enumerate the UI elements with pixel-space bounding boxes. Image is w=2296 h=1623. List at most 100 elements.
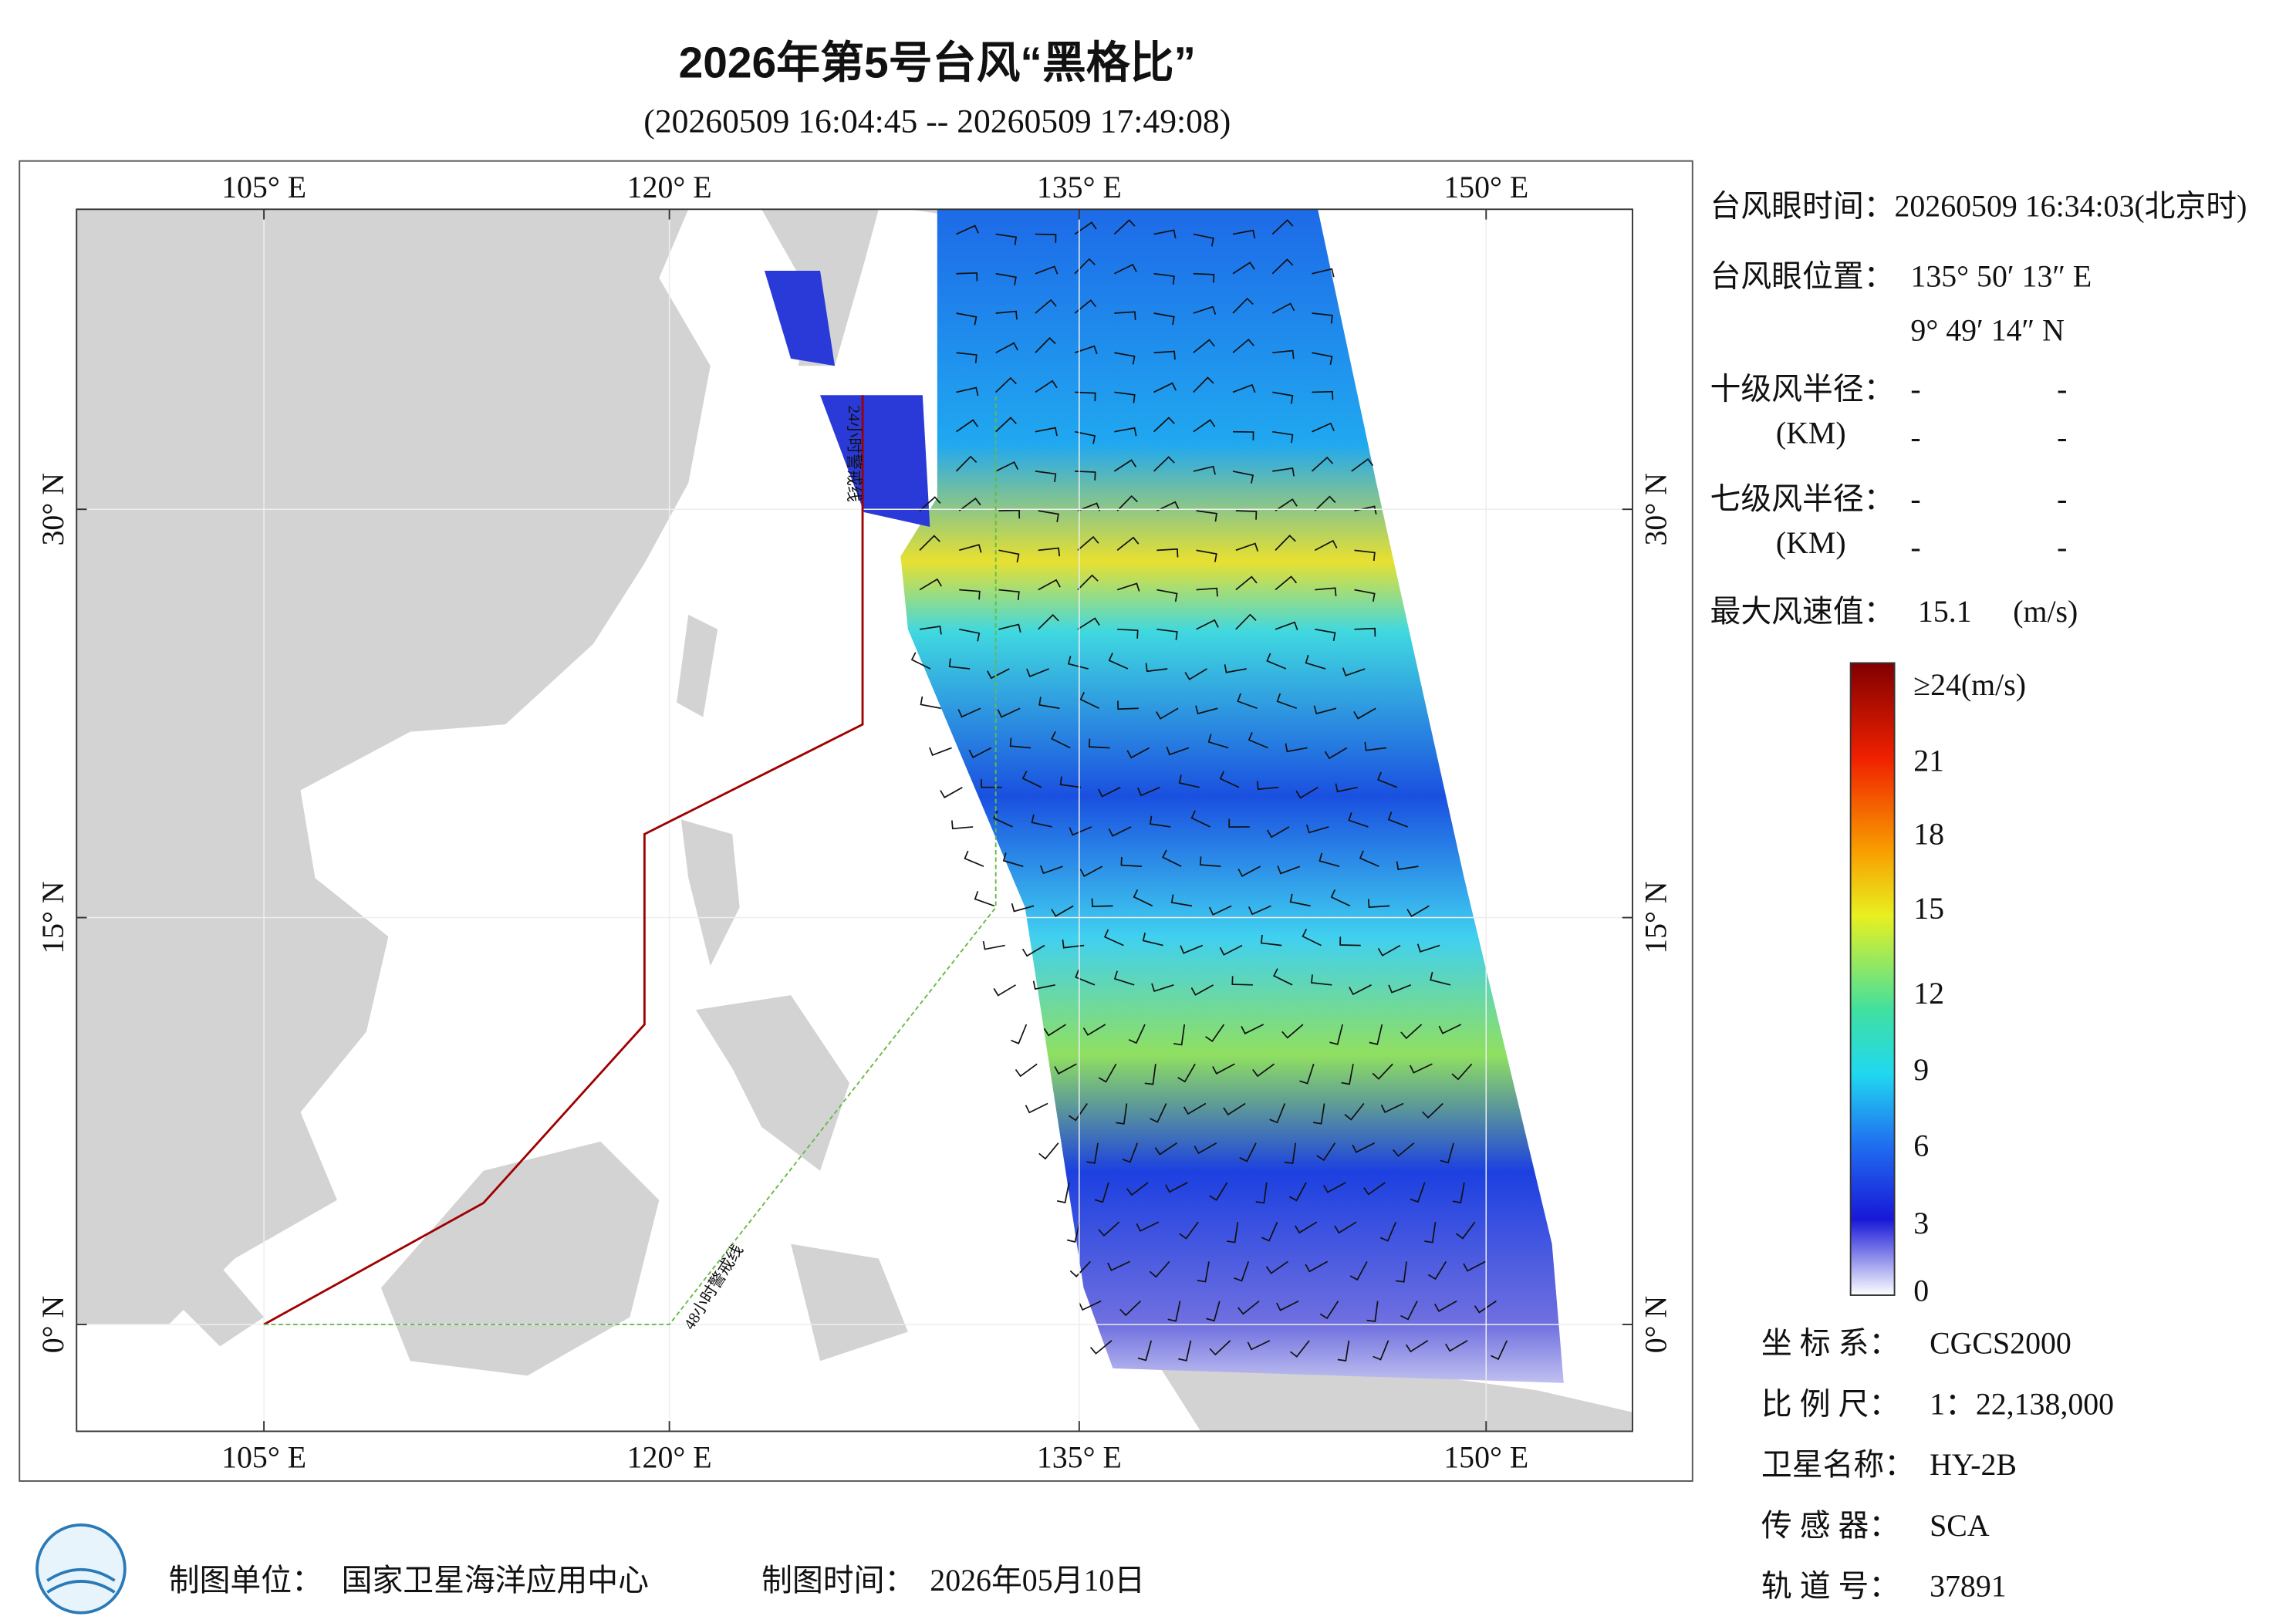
wind-barb [1207,734,1229,749]
meta-value: 37891 [1930,1569,2007,1604]
wind-barb [1196,549,1217,562]
wind-barb [1035,233,1057,243]
wind-barb [1260,934,1282,946]
eye-lon: 135° 50′ 13″ E [1910,259,2092,294]
wind-barb [1228,818,1250,828]
wind-barb [964,850,984,867]
radius10-value: - [1910,372,1920,407]
wind-barb [1103,929,1124,946]
max-wind-unit: (m/s) [2013,594,2078,629]
wind-barb [1197,1261,1210,1283]
wind-barb [1410,1182,1426,1203]
wind-barb [1051,905,1074,917]
title: 2026年第5号台风“黑格比” [679,38,1196,87]
wind-barb [1232,383,1256,393]
wind-barb [1248,905,1271,916]
wind-barb [1237,1300,1260,1315]
wind-barb [1002,852,1024,867]
wind-barb [1193,339,1215,353]
eye-position-label: 台风眼位置： [1710,259,1895,294]
wind-barb [1275,575,1298,591]
wind-barb [1108,826,1132,837]
wind-barb [1235,613,1257,630]
wind-barb [1154,1142,1177,1156]
warning-label-24h: 24小时警戒线 [845,406,863,502]
wind-barb [1074,221,1097,235]
wind-barb [1190,984,1214,996]
wind-barb [998,589,1020,600]
wind-barb [1275,498,1298,511]
wind-barb [1272,391,1294,404]
wind-barb [1490,1340,1508,1361]
wind-barb [1316,1142,1336,1162]
wind-barb [1206,1301,1221,1322]
wind-barb [1396,861,1419,871]
wind-barb [1427,1260,1447,1281]
wind-barb [1136,1221,1160,1232]
wind-barb [1035,299,1057,314]
lon-label: 150° E [1443,170,1528,204]
colorbar-label: 6 [1913,1128,1929,1162]
colorbar-label: 12 [1913,976,1944,1011]
wind-barb [1424,1222,1437,1243]
wind-barb [956,386,979,396]
radius10-unit: (KM) [1776,416,1846,450]
wind-barb [1074,430,1096,444]
wind-barb [1166,746,1190,756]
wind-barb [1151,983,1174,993]
meta-value: 1：22,138,000 [1930,1386,2114,1421]
wind-barb [1344,1102,1365,1121]
wind-barb [1165,1182,1188,1193]
wind-barb [1043,1024,1067,1037]
wind-barb [1088,738,1110,749]
wind-barb [1354,549,1376,562]
wind-barb [1212,1063,1235,1075]
wind-barb [1393,1142,1415,1157]
wind-barb [1409,1063,1433,1074]
wind-barb [1209,1340,1231,1356]
wind-barb [995,417,1017,433]
wind-barb [1395,1261,1407,1283]
wind-barb [1284,1142,1297,1165]
wind-barb [959,628,981,642]
lat-label: 0° N [1638,1296,1673,1354]
eye-lat: 9° 49′ 14″ N [1910,313,2064,348]
wind-barb [1026,668,1049,677]
wind-barb [987,668,1010,680]
wind-barb [1180,944,1204,954]
wind-barb [1150,1103,1167,1123]
wind-barb [958,497,981,511]
wind-barb [1400,1024,1423,1040]
wind-barb [993,810,1013,828]
wind-barb [1035,380,1058,393]
wind-barb [1233,430,1254,440]
wind-barb [1153,382,1177,393]
lon-label: 120° E [627,1440,712,1475]
wind-barb [1334,1221,1357,1234]
wind-barb [1067,656,1089,670]
wind-barb [1455,1221,1476,1240]
wind-barb [1074,299,1097,314]
wind-barb [1312,390,1334,400]
wind-barb [1196,619,1219,630]
wind-barb [1348,812,1369,828]
wind-barb [956,312,977,326]
wind-barb [1275,621,1298,631]
wind-barb [1219,944,1243,956]
wind-barb [1077,502,1101,511]
wind-barb [1113,219,1136,235]
wind-barb [1137,1340,1153,1361]
wind-barb [1422,1102,1443,1119]
wind-barb [1113,459,1137,472]
lat-label: 30° N [35,473,70,545]
wind-barb [1082,1024,1106,1036]
wind-barb [1224,664,1247,673]
wind-barb [1178,774,1200,788]
logo-waves [46,1567,116,1594]
wind-barb [1377,944,1401,957]
lat-label: 15° N [1638,881,1673,953]
wind-barb [1179,1221,1199,1240]
wind-barb [995,272,1017,285]
wind-barb [1369,1024,1383,1045]
wind-barb [1113,263,1137,275]
